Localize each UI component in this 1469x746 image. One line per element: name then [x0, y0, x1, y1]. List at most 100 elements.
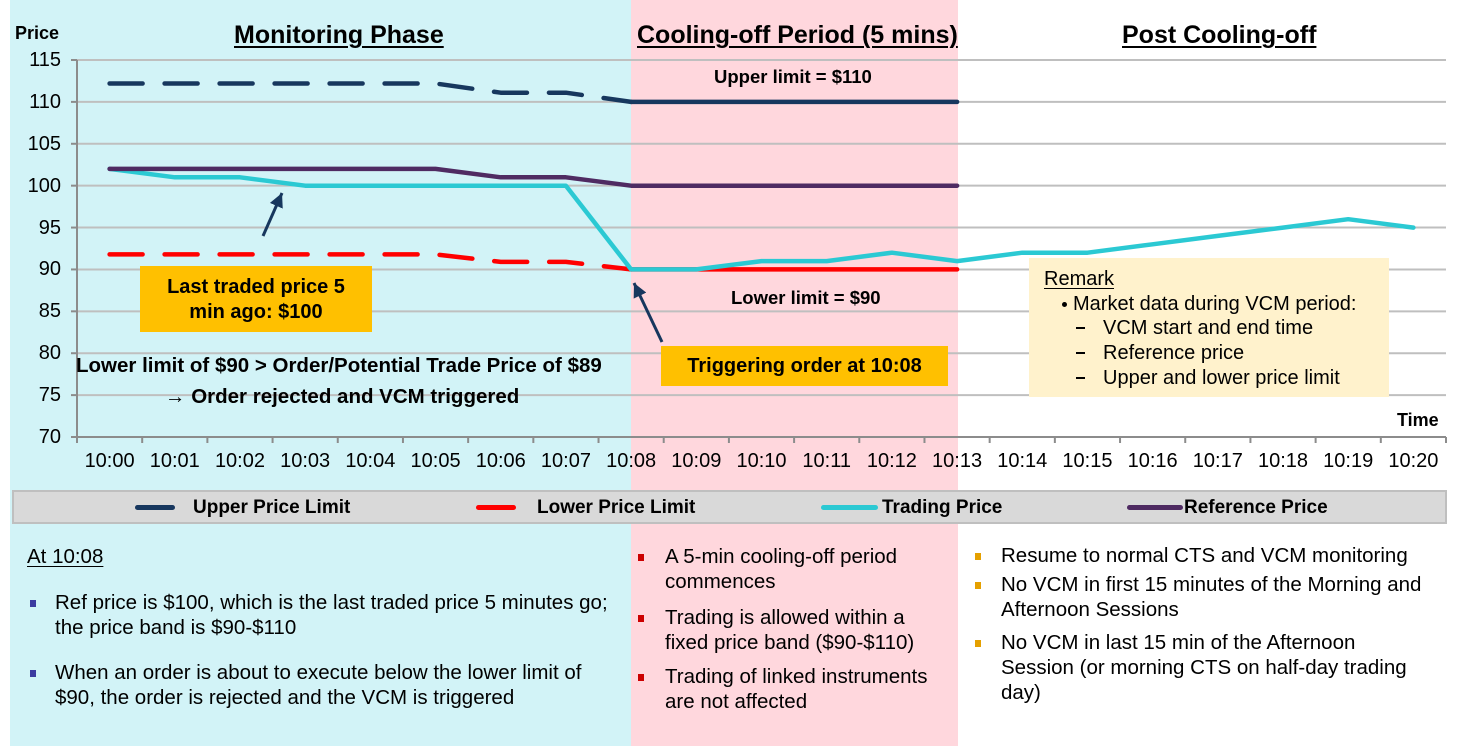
- post-note-line: No VCM in last 15 min of the Afternoon: [1001, 631, 1356, 654]
- x-tick-label: 10:15: [1062, 450, 1113, 472]
- lower-price-limit-line: [107, 252, 634, 272]
- x-tick-label: 10:08: [606, 450, 657, 472]
- x-tick-label: 10:19: [1323, 450, 1374, 472]
- post-note-line: Session (or morning CTS on half-day trad…: [1001, 656, 1407, 679]
- legend-label-trading-price: Trading Price: [882, 497, 1003, 518]
- x-tick-label: 10:05: [410, 450, 461, 472]
- legend-label-lower-price-limit: Lower Price Limit: [537, 497, 696, 518]
- x-tick-label: 10:06: [475, 450, 526, 472]
- x-tick-label: 10:01: [149, 450, 200, 472]
- callout-line: min ago: $100: [189, 300, 323, 323]
- last-traded-price-callout: Last traded price 5 min ago: $100: [140, 266, 372, 332]
- bullet-square-icon: [975, 553, 981, 560]
- monitoring-note-line: $90, the order is rejected and the VCM i…: [55, 686, 515, 709]
- y-tick-label: 110: [29, 90, 61, 113]
- bullet-square-icon: [30, 600, 36, 607]
- post-note-line: Afternoon Sessions: [1001, 598, 1179, 621]
- bullet-square-icon: [975, 582, 981, 589]
- upper-limit-label: Upper limit = $110: [714, 66, 872, 87]
- remark-box: Remark Market data during VCM period: VC…: [1029, 258, 1389, 397]
- post-note-line: No VCM in first 15 minutes of the Mornin…: [1001, 573, 1422, 596]
- y-tick-label: 75: [38, 384, 61, 407]
- arrow-to-triggering-order-icon: [632, 282, 664, 343]
- monitoring-phase-title: Monitoring Phase: [234, 21, 444, 49]
- remark-bullet-text: Market data during VCM period:: [1073, 293, 1357, 315]
- cooling-off-title: Cooling-off Period (5 mins): [637, 21, 958, 49]
- x-tick-label: 10:11: [802, 450, 851, 472]
- bullet-square-icon: [638, 554, 644, 561]
- y-axis-title: Price: [15, 23, 60, 43]
- monitoring-notes-heading: At 10:08: [27, 545, 104, 568]
- post-note-line: day): [1001, 681, 1041, 704]
- dash-bullet-icon: [1076, 377, 1085, 379]
- x-tick-label: 10:16: [1127, 450, 1178, 472]
- x-tick-label: 10:20: [1388, 450, 1439, 472]
- upper-price-limit-line: [107, 81, 634, 105]
- remark-title: Remark: [1044, 268, 1115, 290]
- post-note-line: Resume to normal CTS and VCM monitoring: [1001, 544, 1408, 567]
- upper-price-limit-swatch-icon: [135, 505, 175, 510]
- arrow-to-last-traded-price-icon: [261, 192, 284, 237]
- y-tick-label: 85: [38, 300, 61, 323]
- rejection-rule-text: Lower limit of $90 > Order/Potential Tra…: [76, 354, 602, 377]
- post-cooling-off-title: Post Cooling-off: [1122, 21, 1317, 49]
- x-tick-label: 10:09: [671, 450, 722, 472]
- x-axis-title: Time: [1397, 410, 1439, 430]
- x-tick-label: 10:02: [214, 450, 265, 472]
- y-tick-label: 70: [38, 426, 61, 448]
- y-tick-label: 100: [27, 174, 61, 197]
- series-reference-price: [107, 166, 960, 188]
- cooling-note-line: commences: [665, 570, 776, 593]
- remark-sub-item: VCM start and end time: [1103, 317, 1314, 339]
- x-tick-label: 10:07: [540, 450, 591, 472]
- trading-price-swatch-icon: [821, 505, 878, 510]
- axes: [71, 59, 1447, 443]
- legend-label-upper-price-limit: Upper Price Limit: [193, 497, 351, 518]
- remark-sub-item: Upper and lower price limit: [1103, 367, 1340, 389]
- legend-label-reference-price: Reference Price: [1184, 497, 1328, 518]
- cooling-note-line: fixed price band ($90-$110): [665, 631, 915, 654]
- chart-legend: Upper Price Limit Lower Price Limit Trad…: [12, 490, 1447, 524]
- cooling-note-line: A 5-min cooling-off period: [665, 545, 898, 568]
- lower-price-limit-swatch-icon: [476, 505, 516, 510]
- x-tick-label: 10:12: [866, 450, 917, 472]
- bullet-square-icon: [30, 670, 36, 677]
- y-tick-label: 105: [27, 132, 61, 155]
- monitoring-note-line: When an order is about to execute below …: [55, 661, 582, 684]
- x-tick-label: 10:04: [345, 450, 396, 472]
- x-tick-label: 10:17: [1192, 450, 1243, 472]
- y-tick-label: 90: [38, 258, 61, 281]
- bullet-square-icon: [638, 615, 644, 622]
- x-tick-label: 10:18: [1257, 450, 1309, 472]
- x-tick-label: 10:13: [932, 450, 983, 472]
- x-tick-label: 10:10: [736, 450, 787, 472]
- bullet-square-icon: [638, 674, 644, 681]
- x-tick-label: 10:03: [280, 450, 331, 472]
- reference-price-swatch-icon: [1127, 505, 1183, 510]
- cooling-note-line: Trading is allowed within a: [665, 606, 905, 629]
- y-tick-label: 80: [38, 342, 61, 365]
- series-upper-price-limit: [107, 81, 960, 105]
- monitoring-phase-panel: [10, 0, 631, 746]
- dash-bullet-icon: [1076, 352, 1085, 354]
- lower-limit-label: Lower limit = $90: [731, 287, 881, 308]
- x-tick-label: 10:00: [84, 450, 135, 472]
- series-trading-price: [107, 166, 1416, 272]
- cooling-note-line: Trading of linked instruments: [665, 665, 928, 688]
- trading-price-line: [107, 166, 1416, 272]
- y-tick-label: 115: [29, 49, 61, 71]
- y-tick-label: 95: [38, 216, 61, 239]
- bullet-square-icon: [975, 640, 981, 647]
- remark-sub-item: Reference price: [1103, 342, 1245, 364]
- cooling-note-line: are not affected: [665, 690, 808, 713]
- bullet-dot-icon: [1062, 302, 1067, 307]
- dash-bullet-icon: [1076, 327, 1085, 329]
- triggering-order-callout: Triggering order at 10:08: [661, 346, 948, 386]
- vcm-triggered-text: → Order rejected and VCM triggered: [165, 385, 520, 408]
- monitoring-note-line: Ref price is $100, which is the last tra…: [55, 591, 608, 614]
- reference-price-line: [107, 166, 960, 188]
- x-tick-label: 10:14: [997, 450, 1048, 472]
- monitoring-note-line: the price band is $90-$110: [55, 616, 297, 639]
